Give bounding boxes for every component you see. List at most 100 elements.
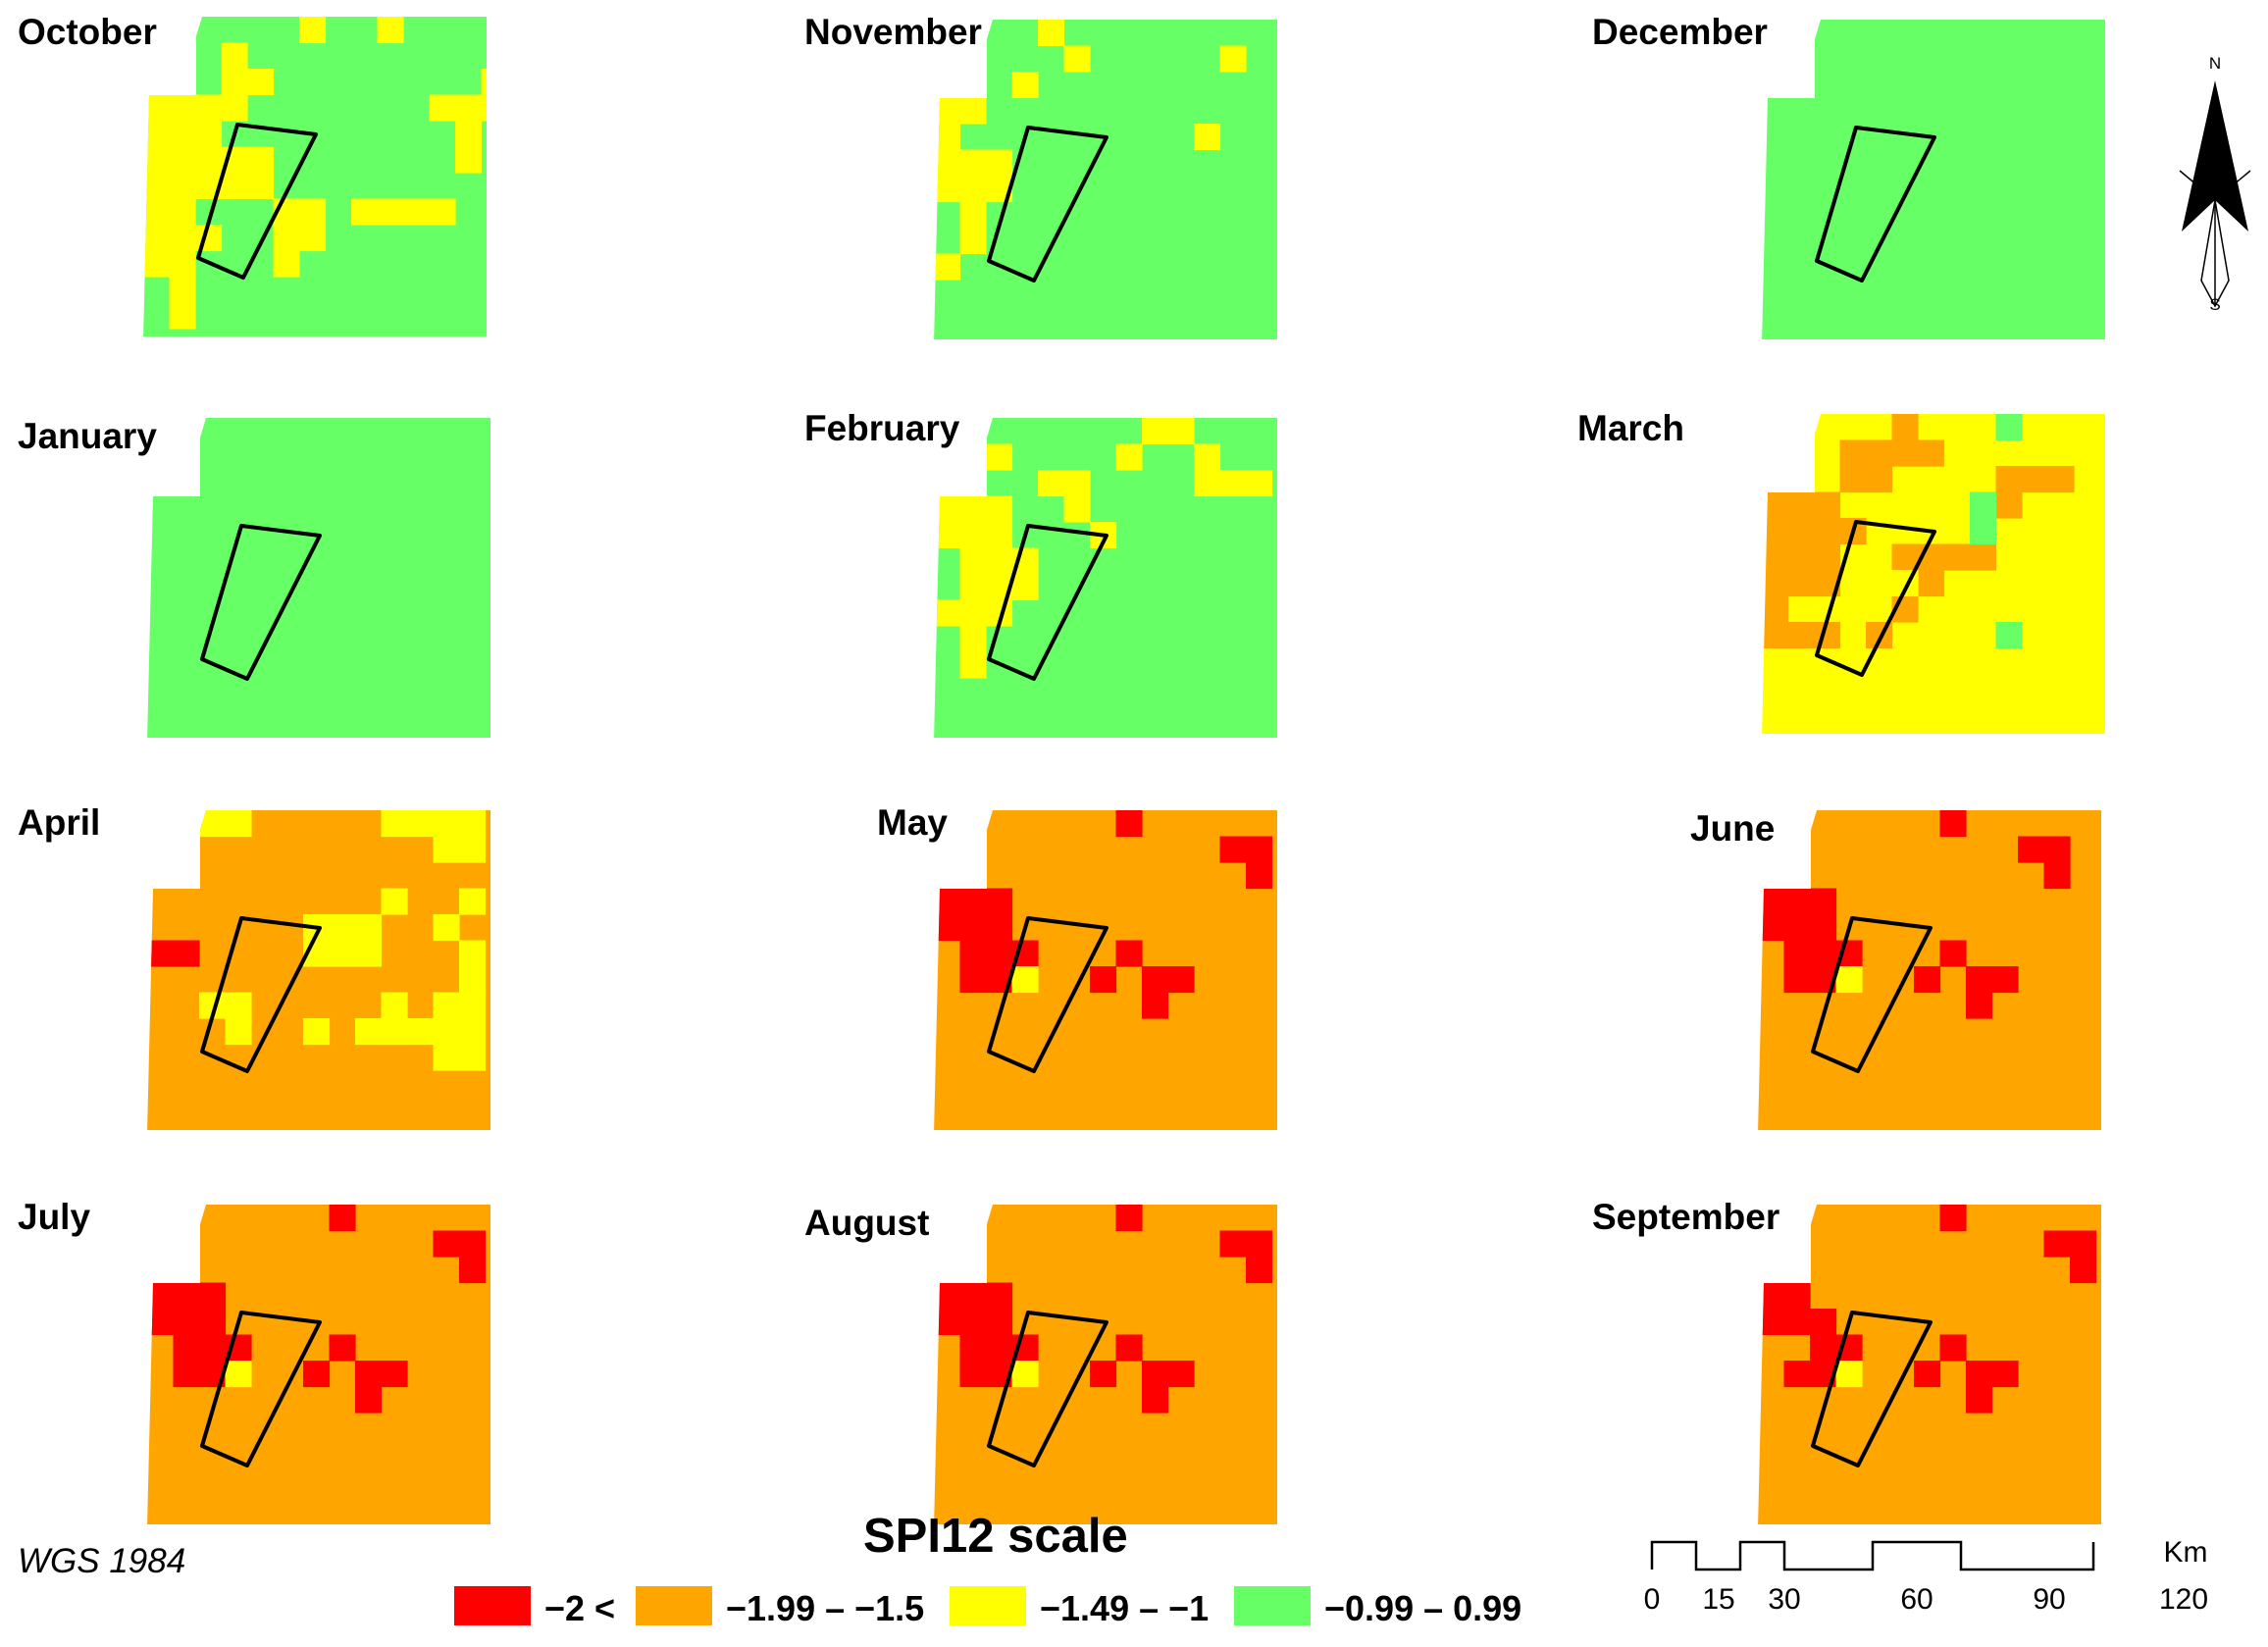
spi-cell-severe [147, 940, 175, 967]
spi-cell-mild [1194, 443, 1221, 497]
scale-tick-0: 0 [1644, 1583, 1661, 1616]
spi-cell-severe [959, 940, 1039, 967]
spi-map-november [934, 20, 1277, 339]
spi-cell-mild [934, 97, 987, 125]
spi-cell-mild [934, 495, 1013, 549]
spi-cell-moderate [1839, 466, 1893, 493]
panel-title-june: June [1690, 808, 1776, 849]
spi-cell-severe [329, 1334, 356, 1362]
spi-cell-severe [1090, 966, 1117, 994]
spi-raster-march [1762, 414, 2105, 734]
spi-cell-mild [303, 914, 383, 967]
spi-cell-mild [355, 1018, 435, 1046]
study-area-outline-october [196, 123, 318, 280]
spi-cell-mild [459, 992, 487, 1071]
spi-cell-mild [959, 547, 1039, 601]
spi-map-april [147, 810, 490, 1130]
spi-cell-mild [225, 1018, 252, 1046]
panel-title-august: August [804, 1203, 930, 1243]
legend-label-mild: −1.49 – −1 [1040, 1588, 1210, 1628]
spi-cell-mild [143, 94, 223, 200]
spi-cell-severe [1758, 1309, 1837, 1336]
panel-title-march: March [1577, 408, 1684, 448]
spi-cell-severe [1914, 966, 1941, 994]
spi-cell-severe [1758, 888, 1837, 942]
spi-cell-severe [1783, 1361, 1837, 1388]
spi-cell-mild [199, 992, 252, 1019]
spi-cell-mild [1011, 966, 1039, 994]
spi-raster-may [934, 810, 1277, 1130]
spi-cell-mild [169, 277, 196, 330]
north-arrow-head [2182, 80, 2215, 232]
spi-cell-severe [1966, 1361, 2019, 1388]
legend-swatch-mild [950, 1586, 1026, 1625]
panel-title-july: July [18, 1197, 91, 1237]
spi-cell-severe [959, 1334, 1039, 1362]
spi-map-march [1762, 414, 2105, 734]
spi-raster-june [1758, 810, 2101, 1130]
spi-cell-mild [934, 149, 1013, 203]
spi-cell-mild [455, 121, 483, 174]
spi-raster-april [147, 810, 490, 1130]
spi-cell-severe [1939, 940, 1967, 967]
spi-cell-severe [173, 940, 200, 967]
spi-cell-moderate [1762, 595, 1789, 649]
spi-raster-september [1758, 1205, 2101, 1524]
spi-map-october [143, 17, 487, 336]
legend-label-moderate: −1.99 – −1.5 [726, 1588, 925, 1628]
spi-cell-severe [303, 1361, 331, 1388]
north-label: N [2209, 54, 2221, 73]
scale-tick-120: 120 [2159, 1583, 2208, 1616]
spi-cell-severe [1219, 836, 1273, 863]
spi-cell-mild [299, 17, 327, 44]
scale-bar: 0 15 30 60 90 120 Km [1644, 1536, 2208, 1616]
spi-cell-severe [1142, 1386, 1169, 1414]
spi-cell-mild [247, 69, 275, 96]
spi-cell-moderate [1839, 439, 1945, 467]
scale-tick-30: 30 [1768, 1583, 1800, 1616]
spi-cell-severe [1115, 940, 1143, 967]
spi-raster-july [147, 1205, 490, 1524]
spi-cell-mild [381, 810, 487, 838]
panel-title-november: November [804, 12, 982, 52]
panel-title-april: April [18, 802, 101, 843]
spi-cell-normal [1970, 518, 1997, 545]
spi-cell-severe [1939, 1334, 1967, 1362]
spi-raster-january [147, 418, 490, 738]
spi-cell-moderate [1787, 622, 1841, 649]
spi-cell-mild [377, 17, 404, 44]
spi-cell-severe [1142, 966, 1195, 994]
spi-cell-severe [459, 1257, 487, 1284]
spi-cell-severe [1939, 1205, 1967, 1232]
spi-cell-severe [1758, 1282, 1811, 1310]
legend-swatch-severe [454, 1586, 531, 1625]
legend-swatch-normal [1234, 1586, 1311, 1625]
spi-cell-severe [959, 1361, 1013, 1388]
spi-cell-severe [1783, 966, 1837, 994]
crs-label: WGS 1984 [18, 1542, 186, 1580]
study-area-outline-january [200, 524, 322, 681]
spi-cell-severe [433, 1230, 487, 1258]
spi-cell-severe [2018, 836, 2071, 863]
spi-cell-severe [1115, 1205, 1143, 1232]
spi-cell-mild [433, 836, 487, 863]
scale-bar-segments [1650, 1540, 2095, 1571]
spi-cell-mild [459, 888, 487, 915]
spi-cell-normal [1995, 414, 2023, 441]
spi-cell-mild [351, 198, 456, 226]
spi-base-december [1762, 20, 2105, 339]
spi-cell-severe [1810, 1334, 1863, 1362]
spi-cell-mild [433, 914, 460, 942]
spi-cell-mild [959, 201, 987, 255]
spi-cell-severe [2070, 1257, 2097, 1284]
spi-cell-mild [221, 42, 248, 122]
spi-cell-severe [1966, 1386, 1993, 1414]
study-area-outline-may [987, 916, 1108, 1073]
spi-map-june [1758, 810, 2101, 1130]
spi-map-september [1758, 1205, 2101, 1524]
spi-raster-august [934, 1205, 1277, 1524]
spi-cell-severe [355, 1386, 383, 1414]
panel-title-january: January [18, 416, 157, 456]
scale-tick-90: 90 [2033, 1583, 2065, 1616]
spi-cell-mild [433, 992, 460, 1071]
